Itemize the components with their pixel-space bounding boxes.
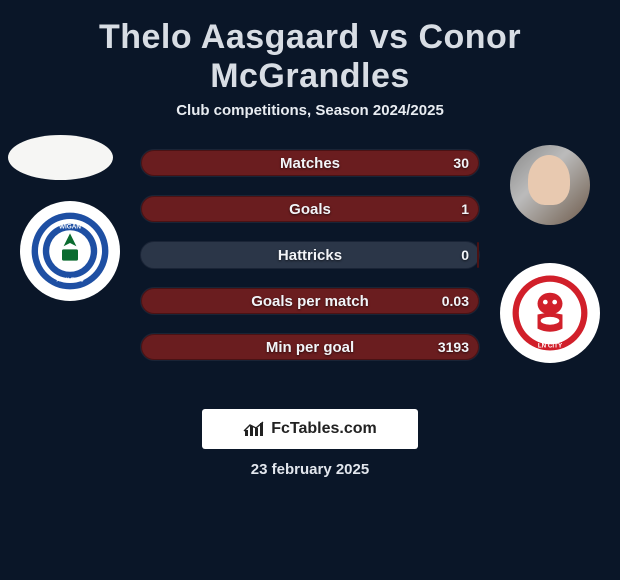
- comparison-card: Thelo Aasgaard vs Conor McGrandles Club …: [0, 0, 620, 488]
- stat-row: Hattricks 0: [140, 241, 480, 269]
- svg-text:LN CITY: LN CITY: [538, 342, 563, 349]
- stat-label: Goals per match: [251, 293, 369, 310]
- club-right-badge: LN CITY: [500, 263, 600, 363]
- subtitle: Club competitions, Season 2024/2025: [0, 102, 620, 119]
- stat-label: Min per goal: [266, 339, 354, 356]
- wigan-crest-icon: WIGAN ATHLETIC: [30, 211, 110, 291]
- stat-value-right: 3193: [438, 339, 469, 355]
- stat-label: Goals: [289, 201, 331, 218]
- stat-bars: Matches 30 Goals 1 Hattricks 0 Goals per…: [140, 149, 480, 379]
- player-left-avatar: [8, 135, 113, 180]
- club-left-badge: WIGAN ATHLETIC: [20, 201, 120, 301]
- brand-text: FcTables.com: [271, 420, 377, 438]
- stat-label: Matches: [280, 155, 340, 172]
- stats-area: WIGAN ATHLETIC LN CITY Matches 30: [0, 143, 620, 393]
- page-title: Thelo Aasgaard vs Conor McGrandles: [0, 18, 620, 96]
- stat-row: Goals 1: [140, 195, 480, 223]
- stat-value-right: 30: [453, 155, 469, 171]
- player-right-avatar: [510, 145, 590, 225]
- lincoln-crest-icon: LN CITY: [511, 274, 589, 352]
- date-line: 23 february 2025: [0, 461, 620, 478]
- brand-link[interactable]: FcTables.com: [202, 409, 418, 449]
- stat-value-right: 1: [461, 201, 469, 217]
- svg-text:ATHLETIC: ATHLETIC: [56, 277, 83, 283]
- stat-row: Goals per match 0.03: [140, 287, 480, 315]
- stat-label: Hattricks: [278, 247, 342, 264]
- stat-value-right: 0.03: [442, 293, 469, 309]
- svg-text:WIGAN: WIGAN: [59, 224, 81, 231]
- stat-value-right: 0: [461, 247, 469, 263]
- stat-row: Matches 30: [140, 149, 480, 177]
- stat-row: Min per goal 3193: [140, 333, 480, 361]
- stat-fill-right: [477, 242, 479, 268]
- bar-chart-icon: [243, 420, 265, 438]
